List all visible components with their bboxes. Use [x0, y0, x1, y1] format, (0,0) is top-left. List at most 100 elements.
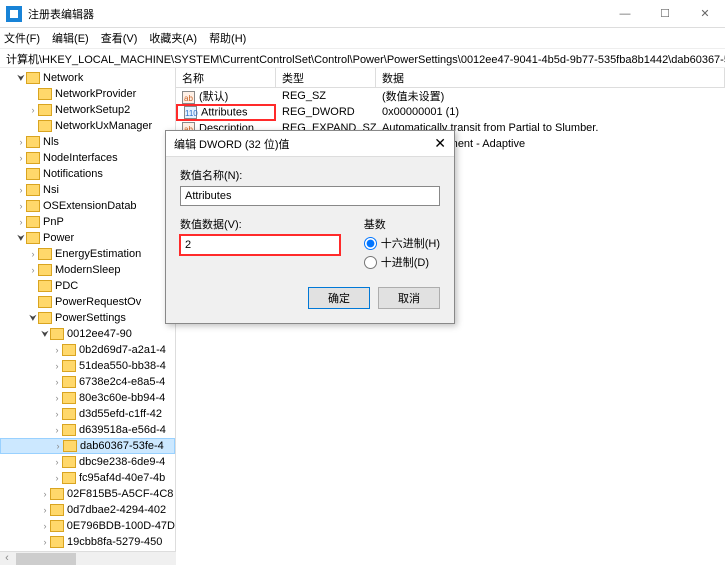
- folder-icon: [62, 424, 76, 436]
- chevron-icon[interactable]: ›: [52, 409, 62, 419]
- menu-view[interactable]: 查看(V): [101, 30, 138, 46]
- folder-icon: [62, 360, 76, 372]
- chevron-icon[interactable]: ›: [52, 473, 62, 483]
- radio-dec-input[interactable]: [364, 256, 377, 269]
- tree-label: NodeInterfaces: [43, 152, 118, 164]
- chevron-icon[interactable]: ›: [16, 153, 26, 163]
- registry-tree[interactable]: ⮟ Network NetworkProvider›NetworkSetup2Net…: [0, 68, 176, 565]
- tree-item[interactable]: ›ModernSleep: [0, 262, 175, 278]
- header-data[interactable]: 数据: [376, 68, 725, 87]
- tree-item[interactable]: ›d3d55efd-c1ff-42: [0, 406, 175, 422]
- chevron-icon[interactable]: ›: [40, 489, 50, 499]
- tree-label: 0b2d69d7-a2a1-4: [79, 344, 166, 356]
- tree-item[interactable]: ⮟0012ee47-90: [0, 326, 175, 342]
- tree-item[interactable]: ›Nls: [0, 134, 175, 150]
- value-data: 0x00000001 (1): [376, 106, 725, 118]
- tree-label: PowerRequestOv: [55, 296, 141, 308]
- tree-label: 6738e2c4-e8a5-4: [79, 376, 165, 388]
- chevron-icon[interactable]: ›: [40, 521, 50, 531]
- close-button[interactable]: ✕: [685, 0, 725, 28]
- menu-fav[interactable]: 收藏夹(A): [149, 30, 197, 46]
- tree-item[interactable]: › NodeInterfaces: [0, 150, 175, 166]
- scroll-thumb[interactable]: [16, 553, 76, 565]
- tree-item[interactable]: ›0d7dbae2-4294-402: [0, 502, 175, 518]
- tree-item[interactable]: › fc95af4d-40e7-4b: [0, 470, 175, 486]
- value-name: Attributes: [201, 106, 247, 118]
- tree-item[interactable]: NetworkUxManager: [0, 118, 175, 134]
- list-row[interactable]: ab(默认)REG_SZ(数值未设置): [176, 88, 725, 104]
- chevron-icon[interactable]: ›: [52, 425, 62, 435]
- menu-help[interactable]: 帮助(H): [209, 30, 246, 46]
- maximize-button[interactable]: ☐: [645, 0, 685, 28]
- tree-horizontal-scrollbar[interactable]: ‹: [0, 551, 176, 565]
- value-data-input[interactable]: [180, 235, 340, 255]
- tree-item[interactable]: Notifications: [0, 166, 175, 182]
- folder-icon: [38, 104, 52, 116]
- tree-item[interactable]: › 0E796BDB-100D-47D: [0, 518, 175, 534]
- tree-item[interactable]: ⮟PowerSettings: [0, 310, 175, 326]
- chevron-icon[interactable]: ›: [52, 345, 62, 355]
- chevron-icon[interactable]: ⮟: [16, 233, 26, 244]
- tree-label: 19cbb8fa-5279-450: [67, 536, 162, 548]
- menu-edit[interactable]: 编辑(E): [52, 30, 89, 46]
- menu-file[interactable]: 文件(F): [4, 30, 40, 46]
- tree-item[interactable]: ›NetworkSetup2: [0, 102, 175, 118]
- chevron-icon[interactable]: ›: [52, 361, 62, 371]
- chevron-icon[interactable]: ›: [52, 377, 62, 387]
- chevron-icon[interactable]: ›: [40, 505, 50, 515]
- chevron-icon[interactable]: ›: [16, 185, 26, 195]
- tree-item[interactable]: PowerRequestOv: [0, 294, 175, 310]
- tree-item[interactable]: ⮟Power: [0, 230, 175, 246]
- tree-item[interactable]: PDC: [0, 278, 175, 294]
- cancel-button[interactable]: 取消: [378, 287, 440, 309]
- tree-item[interactable]: ›dbc9e238-6de9-4: [0, 454, 175, 470]
- list-row[interactable]: 110AttributesREG_DWORD0x00000001 (1): [176, 104, 725, 120]
- tree-item[interactable]: › 0b2d69d7-a2a1-4: [0, 342, 175, 358]
- tree-item[interactable]: › 19cbb8fa-5279-450: [0, 534, 175, 550]
- tree-item[interactable]: ›51dea550-bb38-4: [0, 358, 175, 374]
- folder-icon: [26, 152, 40, 164]
- chevron-icon[interactable]: ›: [16, 137, 26, 147]
- folder-icon: [26, 200, 40, 212]
- chevron-icon[interactable]: ⮟: [28, 313, 38, 324]
- chevron-icon[interactable]: ›: [28, 265, 38, 275]
- value-data-label: 数值数据(V):: [180, 216, 340, 232]
- chevron-icon[interactable]: ⮟: [16, 73, 26, 84]
- radio-hex[interactable]: 十六进制(H): [364, 235, 440, 251]
- chevron-icon[interactable]: ⮟: [40, 329, 50, 340]
- tree-label: PnP: [43, 216, 64, 228]
- chevron-icon[interactable]: ›: [16, 201, 26, 211]
- tree-item[interactable]: › 6738e2c4-e8a5-4: [0, 374, 175, 390]
- chevron-icon[interactable]: ›: [52, 393, 62, 403]
- tree-item[interactable]: ›Nsi: [0, 182, 175, 198]
- ok-button[interactable]: 确定: [308, 287, 370, 309]
- dialog-close-icon[interactable]: ✕: [434, 135, 446, 152]
- radio-hex-input[interactable]: [364, 237, 377, 250]
- chevron-icon[interactable]: ›: [28, 249, 38, 259]
- tree-label: 0E796BDB-100D-47D: [67, 520, 175, 532]
- chevron-icon[interactable]: ›: [16, 217, 26, 227]
- tree-label: fc95af4d-40e7-4b: [79, 472, 165, 484]
- header-name[interactable]: 名称: [176, 68, 276, 87]
- tree-item[interactable]: ⮟ Network: [0, 70, 175, 86]
- chevron-icon[interactable]: ›: [53, 441, 63, 451]
- tree-item[interactable]: ›EnergyEstimation: [0, 246, 175, 262]
- chevron-icon[interactable]: ›: [52, 457, 62, 467]
- minimize-button[interactable]: —: [605, 0, 645, 28]
- scroll-left-icon[interactable]: ‹: [0, 552, 14, 565]
- tree-item[interactable]: ›dab60367-53fe-4: [0, 438, 175, 454]
- folder-icon: [62, 472, 76, 484]
- radio-dec[interactable]: 十进制(D): [364, 254, 440, 270]
- tree-item[interactable]: NetworkProvider: [0, 86, 175, 102]
- tree-label: Network: [43, 72, 83, 84]
- tree-item[interactable]: ›OSExtensionDatab: [0, 198, 175, 214]
- chevron-icon[interactable]: ›: [40, 537, 50, 547]
- tree-item[interactable]: ›02F815B5-A5CF-4C8: [0, 486, 175, 502]
- folder-icon: [62, 392, 76, 404]
- address-bar[interactable]: 计算机\HKEY_LOCAL_MACHINE\SYSTEM\CurrentCon…: [0, 48, 725, 68]
- tree-item[interactable]: ›80e3c60e-bb94-4: [0, 390, 175, 406]
- tree-item[interactable]: ›d639518a-e56d-4: [0, 422, 175, 438]
- chevron-icon[interactable]: ›: [28, 105, 38, 115]
- header-type[interactable]: 类型: [276, 68, 376, 87]
- tree-item[interactable]: › PnP: [0, 214, 175, 230]
